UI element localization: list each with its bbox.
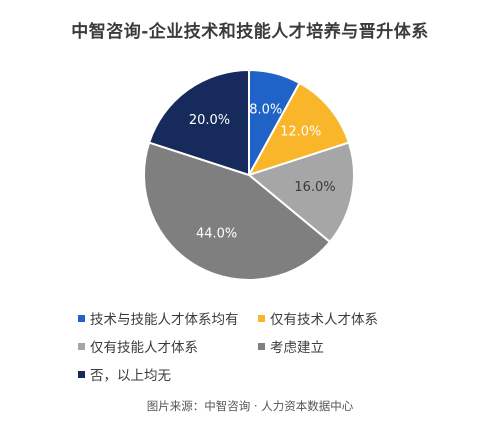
pie-slice-4 bbox=[143, 141, 331, 281]
chart-title: 中智咨询-企业技术和技能人才培养与晋升体系 bbox=[71, 22, 429, 42]
legend-swatch-4 bbox=[258, 342, 265, 350]
legend-label-4: 考虑建立 bbox=[270, 340, 324, 356]
legend-label-2: 仅有技术人才体系 bbox=[270, 312, 378, 328]
pie-chart-svg: 8.0% 12.0% 16.0% 44.0% 20.0% bbox=[143, 69, 355, 281]
pie-slice-label-2: 12.0% bbox=[280, 125, 321, 140]
legend-item-1: 技术与技能人才体系均有 bbox=[78, 309, 258, 328]
legend-item-2: 仅有技术人才体系 bbox=[258, 309, 438, 328]
legend-swatch-2 bbox=[258, 314, 265, 322]
legend-label-3: 仅有技能人才体系 bbox=[90, 340, 198, 356]
legend-label-1: 技术与技能人才体系均有 bbox=[90, 312, 239, 328]
pie-slice-label-1: 8.0% bbox=[249, 102, 282, 117]
legend-item-5: 否，以上均无 bbox=[78, 365, 258, 384]
pie-slice-label-3: 16.0% bbox=[294, 180, 335, 195]
pie-slice-2 bbox=[248, 81, 350, 176]
source-note: 图片来源：中智咨询 · 人力资本数据中心 bbox=[146, 399, 354, 413]
pie-slice-label-5: 20.0% bbox=[189, 113, 230, 128]
pie-slice-5 bbox=[148, 69, 250, 176]
legend-swatch-3 bbox=[78, 342, 85, 350]
legend-label-5: 否，以上均无 bbox=[90, 368, 171, 384]
legend-swatch-1 bbox=[78, 314, 85, 322]
pie-chart: 8.0% 12.0% 16.0% 44.0% 20.0% bbox=[143, 69, 355, 281]
pie-slice-label-4: 44.0% bbox=[196, 226, 237, 241]
chart-legend: 技术与技能人才体系均有 仅有技术人才体系仅有技能人才体系 考虑建立否，以上均无 bbox=[78, 309, 438, 384]
pie-slice-3 bbox=[248, 141, 355, 243]
legend-swatch-5 bbox=[78, 370, 85, 378]
legend-item-3: 仅有技能人才体系 bbox=[78, 337, 258, 356]
legend-item-4: 考虑建立 bbox=[258, 337, 438, 356]
